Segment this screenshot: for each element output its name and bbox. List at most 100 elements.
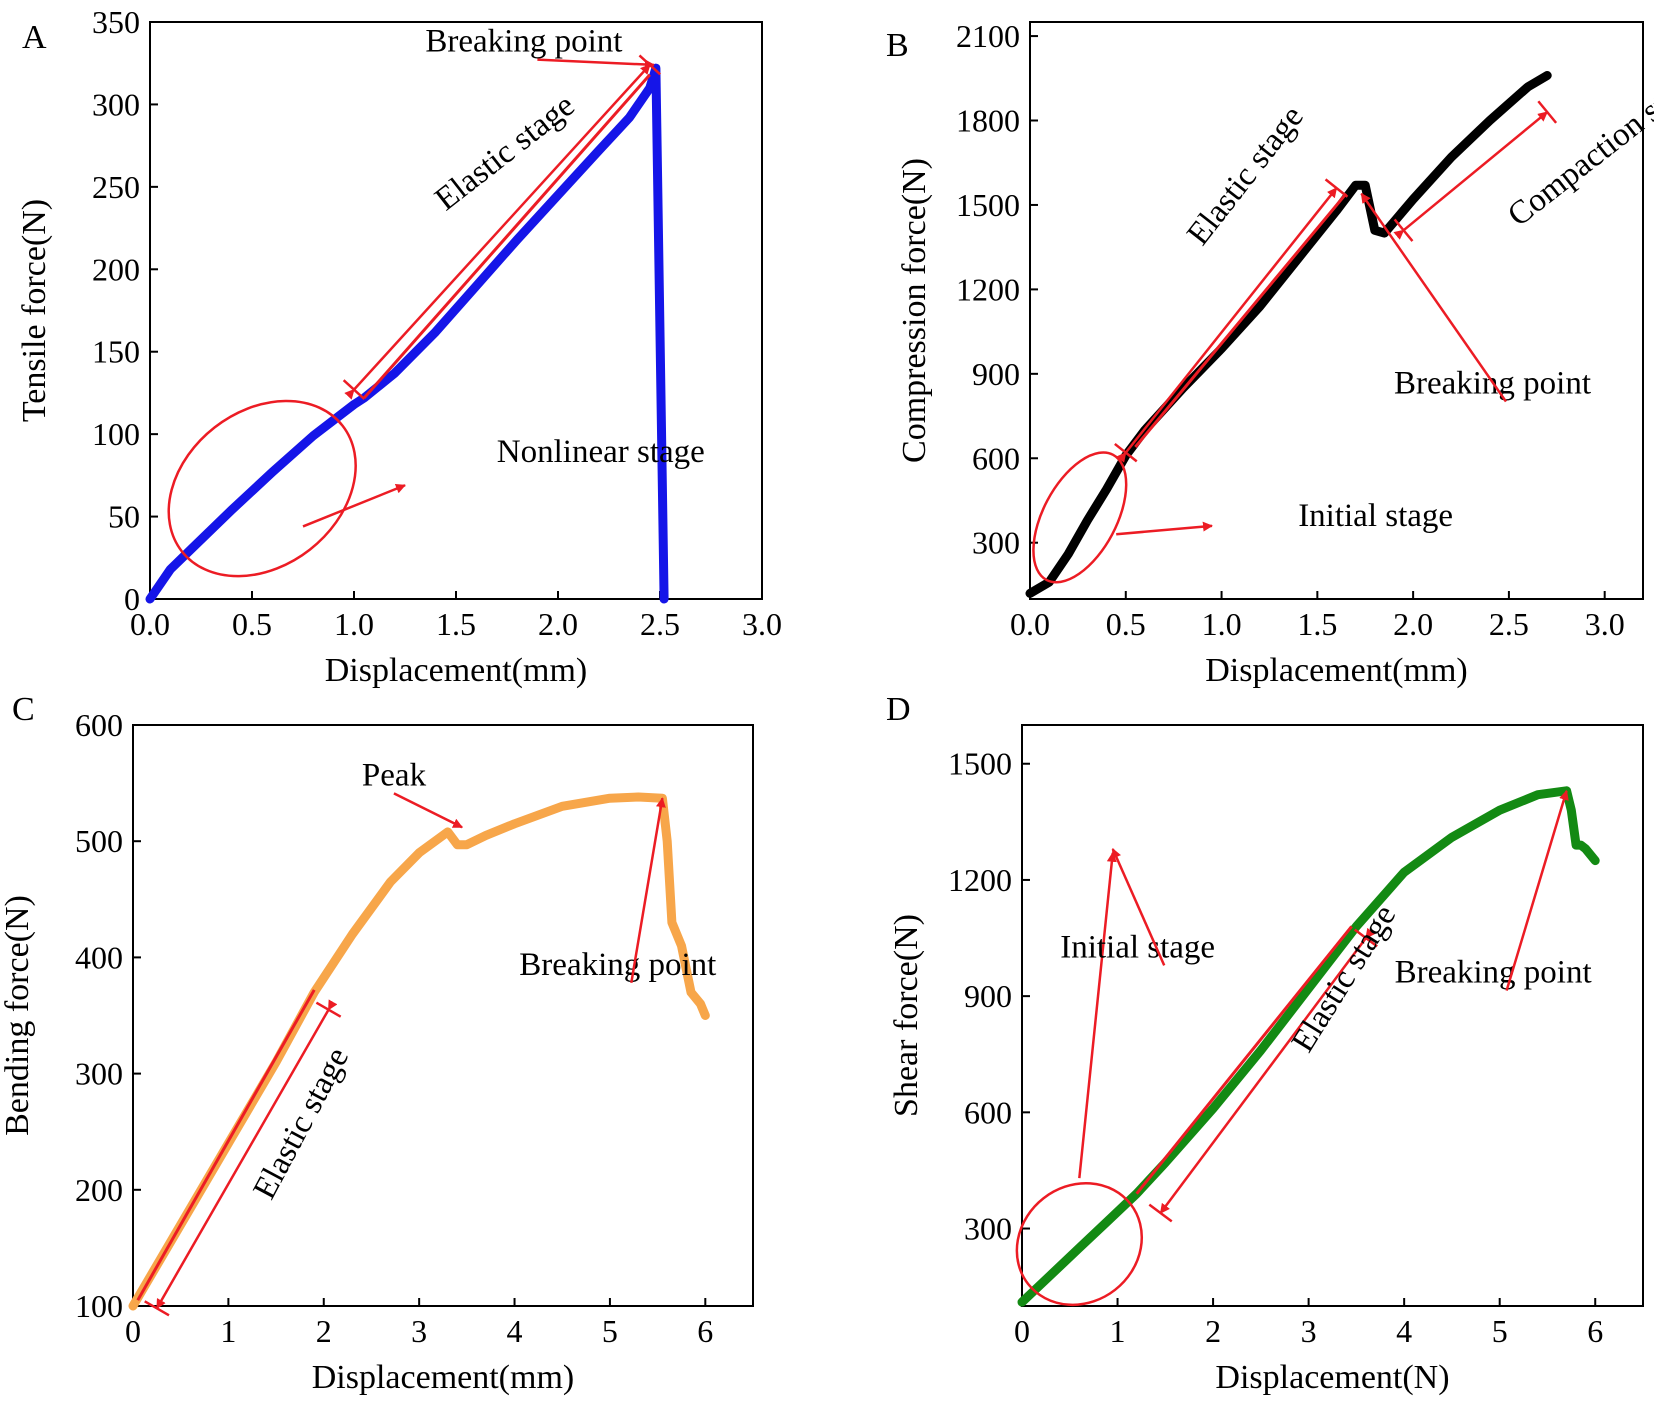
stage-ellipse xyxy=(167,399,357,578)
plot-frame xyxy=(132,724,754,1307)
y-tick-label: 100 xyxy=(92,416,140,452)
series-line xyxy=(128,792,710,1311)
y-tick-label: 100 xyxy=(75,1288,123,1324)
x-tick-label: 4 xyxy=(507,1313,523,1349)
annotation-arrow xyxy=(1360,192,1507,403)
y-tick-label: 1500 xyxy=(948,746,1012,782)
stage-ellipse xyxy=(1015,1181,1144,1307)
y-tick-label: 900 xyxy=(972,356,1020,392)
panel-label: A xyxy=(22,19,47,56)
y-tick-label: 200 xyxy=(75,1172,123,1208)
panel-b: B 0.0 0.5 1.0 1.5 2.0 2.5 3.0 300 600 900 1200 1500 1… xyxy=(886,18,1654,689)
x-tick-label: 1 xyxy=(1110,1313,1126,1349)
x-tick-label: 5 xyxy=(602,1313,618,1349)
y-tick-label: 250 xyxy=(92,169,140,205)
annotation: Peak xyxy=(362,757,427,793)
panel-label: B xyxy=(886,27,909,64)
y-tick-label: 1500 xyxy=(956,187,1020,223)
y-tick-label: 200 xyxy=(92,251,140,287)
dimension-arrow-cap xyxy=(342,379,366,400)
x-tick-label: 0 xyxy=(1014,1313,1030,1349)
x-tick-label: 3 xyxy=(411,1313,427,1349)
fit-line xyxy=(363,73,651,399)
x-tick-label: 2.5 xyxy=(640,606,680,642)
plot-frame xyxy=(1029,21,1644,600)
dimension-arrow-cap xyxy=(1114,442,1138,463)
annotation-arrow xyxy=(1505,789,1569,991)
dimension-arrow-cap xyxy=(144,1300,170,1317)
x-tick-label: 1.5 xyxy=(436,606,476,642)
y-tick-label: 0 xyxy=(124,581,140,617)
y-tick-label: 300 xyxy=(75,1056,123,1092)
x-axis-label: Displacement(mm) xyxy=(1205,652,1467,689)
x-tick-label: 0.0 xyxy=(1010,606,1050,642)
x-tick-label: 2.0 xyxy=(538,606,578,642)
pointer-arrow xyxy=(302,483,406,528)
panel-label: C xyxy=(12,691,35,728)
annotation-arrow xyxy=(537,58,655,70)
pointer-arrow xyxy=(1078,851,1117,1179)
annotation: Elastic stage xyxy=(1180,99,1310,252)
x-tick-label: 1 xyxy=(220,1313,236,1349)
x-tick-label: 2 xyxy=(1205,1313,1221,1349)
x-tick-label: 1.0 xyxy=(334,606,374,642)
x-tick-label: 6 xyxy=(697,1313,713,1349)
dimension-arrow-cap xyxy=(315,1001,342,1018)
x-tick-label: 2.5 xyxy=(1489,606,1529,642)
x-tick-label: 4 xyxy=(1396,1313,1412,1349)
x-tick-label: 6 xyxy=(1587,1313,1603,1349)
x-axis-label: Displacement(N) xyxy=(1215,1359,1449,1396)
x-tick-label: 0.5 xyxy=(232,606,272,642)
panel-d: D 0 1 2 3 4 5 6 300 600 900 1200 1500 Displacement(N)… xyxy=(886,691,1644,1396)
y-tick-label: 1200 xyxy=(948,862,1012,898)
dimension-arrow xyxy=(344,64,651,400)
x-tick-label: 3 xyxy=(1301,1313,1317,1349)
y-tick-label: 150 xyxy=(92,334,140,370)
fit-line xyxy=(1135,925,1353,1195)
x-tick-label: 1.5 xyxy=(1297,606,1337,642)
dimension-arrow-cap xyxy=(1324,178,1349,198)
y-tick-label: 50 xyxy=(108,499,140,535)
dimension-arrow-cap xyxy=(1353,928,1378,948)
y-tick-label: 350 xyxy=(92,4,140,40)
y-tick-label: 2100 xyxy=(956,18,1020,54)
x-tick-label: 5 xyxy=(1492,1313,1508,1349)
y-axis-label: Bending force(N) xyxy=(0,895,36,1136)
panel-a: A 0.0 0.5 1.0 1.5 2.0 2.5 3.0 0 50 100 150 200 250 300… xyxy=(16,4,782,689)
plot-frame xyxy=(1021,724,1644,1307)
dimension-arrow-2-cap xyxy=(1537,100,1558,124)
dimension-arrow-2 xyxy=(1393,111,1549,240)
y-tick-label: 1200 xyxy=(956,271,1020,307)
panel-c: C 0 1 2 3 4 5 6 100 200 300 400 500 600 Displacement(m… xyxy=(0,691,754,1396)
pointer-arrow xyxy=(1116,521,1213,536)
dimension-arrow xyxy=(1116,187,1338,463)
series-line xyxy=(1025,71,1552,598)
x-tick-label: 0 xyxy=(125,1313,141,1349)
x-tick-label: 2.0 xyxy=(1393,606,1433,642)
annotation: Breaking point xyxy=(519,947,716,983)
y-tick-label: 500 xyxy=(75,823,123,859)
y-tick-label: 600 xyxy=(972,440,1020,476)
x-tick-label: 2 xyxy=(316,1313,332,1349)
series-line xyxy=(1017,786,1600,1307)
annotation: Nonlinear stage xyxy=(497,434,705,470)
y-tick-label: 300 xyxy=(972,525,1020,561)
dimension-arrow xyxy=(1159,927,1376,1214)
y-tick-label: 900 xyxy=(964,978,1012,1014)
y-axis-label: Compression force(N) xyxy=(896,158,933,463)
dimension-arrow-2-cap xyxy=(1393,218,1414,242)
y-axis-label: Shear force(N) xyxy=(888,914,925,1117)
x-tick-label: 0.5 xyxy=(1106,606,1146,642)
x-tick-label: 3.0 xyxy=(1585,606,1625,642)
stage-ellipse xyxy=(1032,451,1128,584)
annotation-arrow xyxy=(1111,848,1166,966)
annotation-arrow xyxy=(393,792,463,829)
annotation: Breaking point xyxy=(1395,955,1592,991)
y-tick-label: 600 xyxy=(75,707,123,743)
annotation: Initial stage xyxy=(1298,498,1453,534)
x-axis-label: Displacement(mm) xyxy=(312,1359,574,1396)
fit-line xyxy=(1134,192,1348,448)
y-tick-label: 300 xyxy=(92,86,140,122)
dimension-arrow xyxy=(155,999,338,1310)
